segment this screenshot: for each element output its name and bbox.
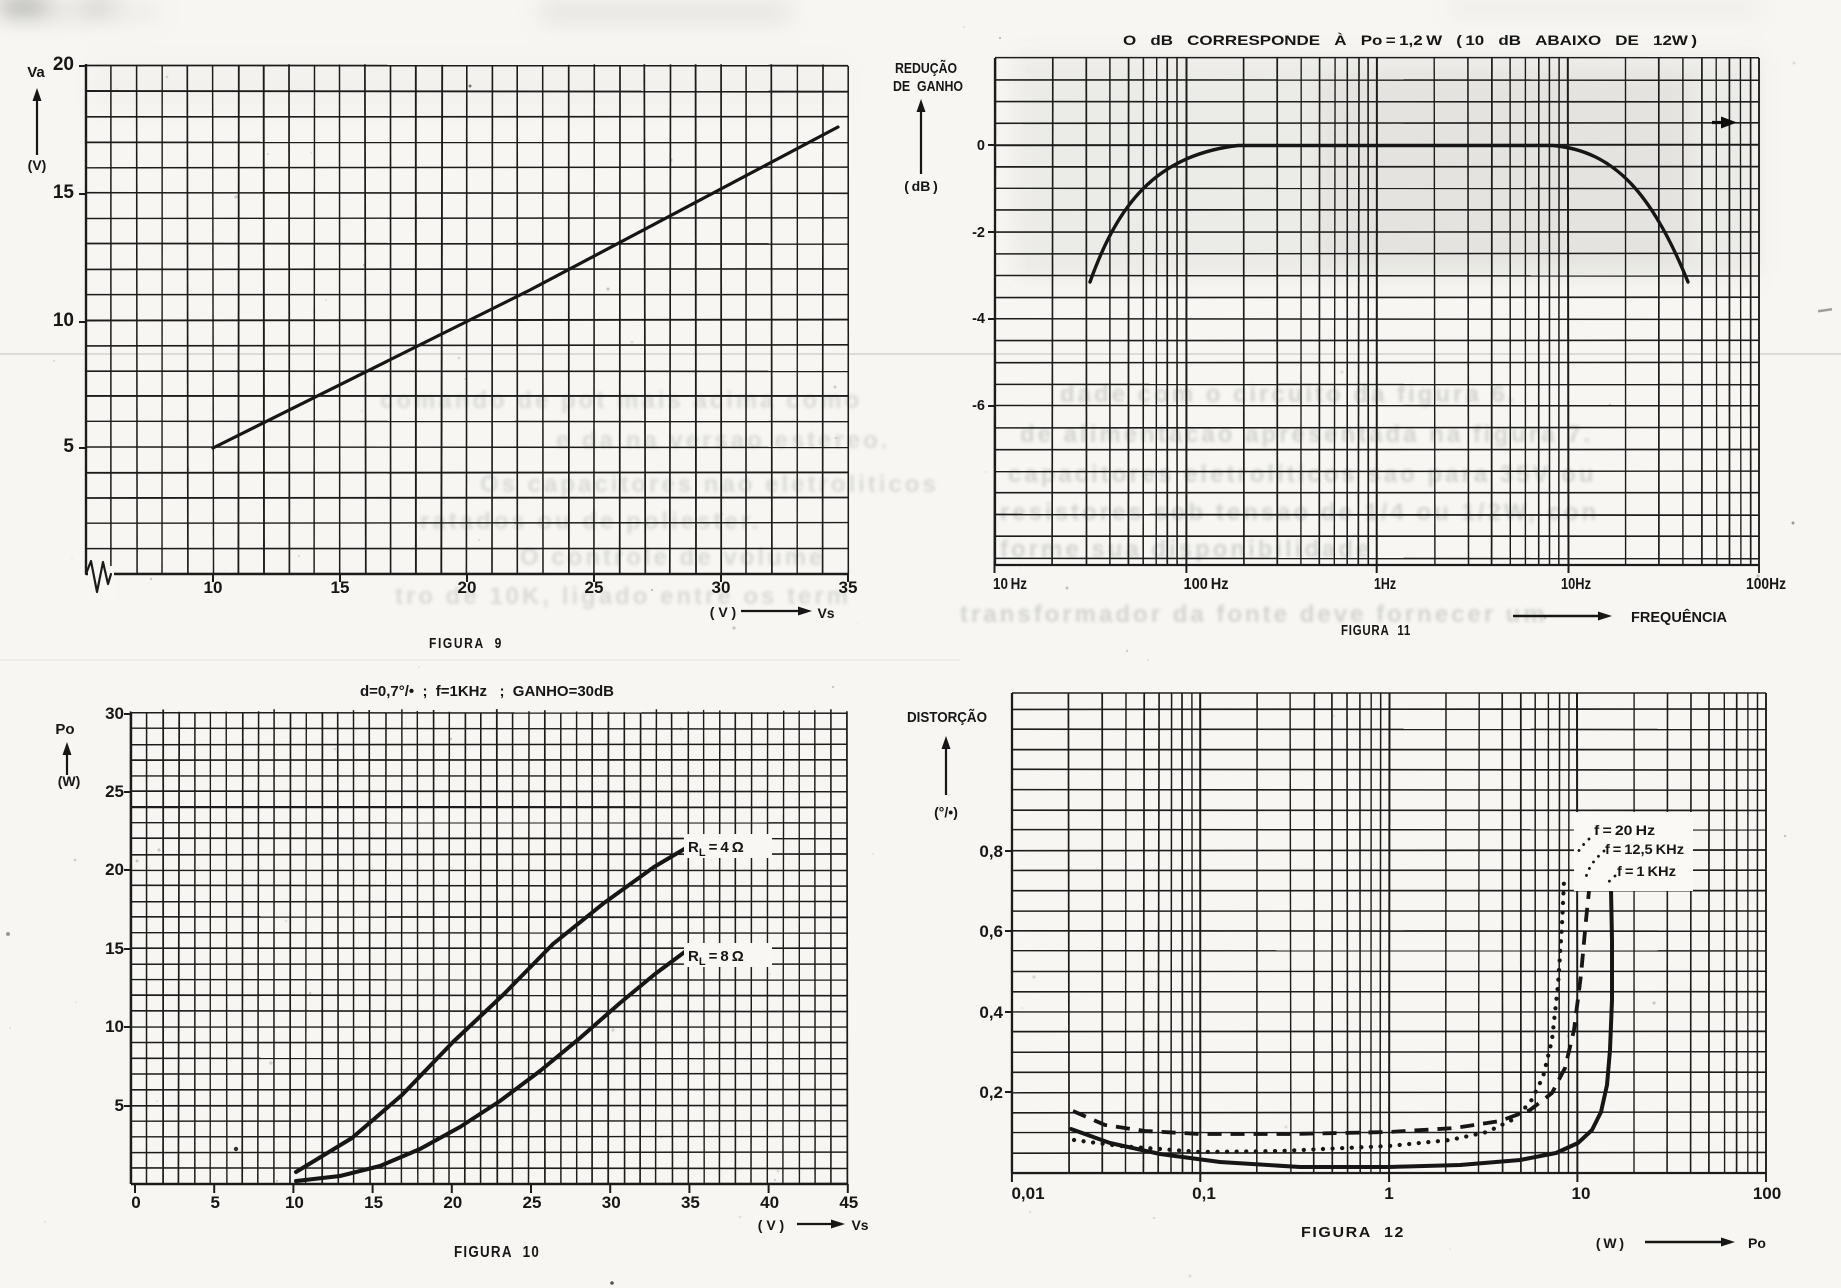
svg-text:FREQUÊNCIA: FREQUÊNCIA (1631, 608, 1727, 626)
svg-text:ratados ou de poliester.: ratados ou de poliester. (420, 508, 761, 535)
svg-text:(W): (W) (58, 773, 81, 789)
svg-text:0: 0 (977, 138, 985, 154)
svg-text:0: 0 (131, 1193, 140, 1212)
svg-text:-6: -6 (972, 398, 985, 414)
svg-text:15: 15 (53, 182, 75, 203)
svg-text:tro de 10K, ligado entre os te: tro de 10K, ligado entre os term (395, 583, 851, 610)
svg-text:FIGURA 12: FIGURA 12 (1301, 1224, 1405, 1241)
svg-text:Po: Po (1748, 1235, 1766, 1251)
svg-text:0,8: 0,8 (979, 842, 1003, 861)
svg-text:30: 30 (712, 578, 731, 597)
svg-text:15: 15 (105, 939, 124, 958)
svg-text:1Hz: 1Hz (1374, 576, 1396, 593)
svg-text:35: 35 (681, 1193, 700, 1212)
svg-text:10: 10 (53, 310, 74, 331)
svg-text:5: 5 (115, 1096, 124, 1115)
svg-text:FIGURA 11: FIGURA 11 (1341, 622, 1411, 639)
svg-text:(V): (V) (28, 157, 47, 173)
svg-text:5: 5 (63, 436, 74, 457)
svg-text:40: 40 (760, 1193, 779, 1212)
svg-text:100 Hz: 100 Hz (1184, 576, 1229, 593)
svg-text:30: 30 (602, 1193, 621, 1212)
svg-text:FIGURA 9: FIGURA 9 (429, 635, 503, 652)
svg-text:transformador da fonte deve fo: transformador da fonte deve fornecer um (960, 601, 1548, 628)
svg-text:Vs: Vs (817, 605, 834, 621)
svg-text:DISTORÇÃO: DISTORÇÃO (907, 708, 987, 726)
svg-text:-4: -4 (972, 311, 985, 327)
svg-text:10Hz: 10Hz (1561, 576, 1591, 593)
svg-text:0,1: 0,1 (1192, 1184, 1216, 1203)
svg-text:35: 35 (839, 578, 858, 597)
svg-text:10: 10 (285, 1193, 304, 1212)
svg-text:20: 20 (443, 1193, 462, 1212)
svg-text:25: 25 (523, 1193, 542, 1212)
svg-text:resistores sob tensao de 1/4 o: resistores sob tensao de 1/4 ou 1/2W, co… (1000, 499, 1599, 526)
svg-text:0,6: 0,6 (979, 922, 1003, 941)
svg-text:1: 1 (1384, 1184, 1393, 1203)
svg-text:30: 30 (105, 704, 124, 723)
svg-text:( W ): ( W ) (1596, 1235, 1624, 1251)
svg-text:( V ): ( V ) (710, 604, 736, 620)
svg-text:Va: Va (27, 64, 45, 81)
svg-text:0,4: 0,4 (979, 1003, 1003, 1022)
svg-text:100: 100 (1753, 1184, 1781, 1203)
svg-text:10: 10 (204, 578, 223, 597)
svg-text:f = 1 KHz: f = 1 KHz (1617, 863, 1676, 879)
svg-text:100Hz: 100Hz (1746, 576, 1786, 593)
svg-text:comando de pot mais acima como: comando de pot mais acima como (380, 387, 862, 414)
svg-text:REDUÇÃO: REDUÇÃO (895, 59, 957, 77)
svg-text:Vs: Vs (851, 1217, 868, 1233)
svg-text:d=0,7°/• ; f=1KHz ; GANHO: d=0,7°/• ; f=1KHz ; GANHO=30dB (360, 683, 614, 700)
svg-text:45: 45 (839, 1193, 858, 1212)
svg-text:Os capacitores nao eletrolitic: Os capacitores nao eletroliticos (480, 471, 939, 498)
svg-text:10: 10 (105, 1017, 124, 1036)
svg-text:( dB ): ( dB ) (904, 178, 938, 194)
svg-text:FIGURA 10: FIGURA 10 (454, 1244, 540, 1261)
svg-text:-2: -2 (972, 225, 985, 241)
svg-text:25: 25 (105, 782, 124, 801)
svg-text:20: 20 (105, 860, 124, 879)
svg-text:( V ): ( V ) (758, 1217, 784, 1233)
svg-text:f = 12,5 KHz: f = 12,5 KHz (1605, 841, 1684, 857)
svg-text:capacitores eletroliticos sao: capacitores eletroliticos sao para 35V o… (1008, 461, 1597, 488)
svg-text:25: 25 (585, 578, 604, 597)
svg-text:Po: Po (55, 721, 74, 738)
svg-text:10: 10 (1572, 1184, 1591, 1203)
svg-text:20: 20 (458, 578, 477, 597)
svg-text:dade com o circuito da figura: dade com o circuito da figura 6. (1060, 381, 1517, 408)
svg-text:0,2: 0,2 (979, 1083, 1003, 1102)
svg-text:10 Hz: 10 Hz (993, 576, 1027, 593)
svg-text:15: 15 (364, 1193, 383, 1212)
svg-text:O dB CORRESPONDE À Po: O dB CORRESPONDE À Po = 1,2 W ( 10 dB AB… (1123, 32, 1697, 48)
svg-text:DE GANHO: DE GANHO (893, 78, 963, 95)
svg-text:de alimentacao apresentada na: de alimentacao apresentada na figura 7. (1020, 421, 1593, 448)
svg-text:(°/•): (°/•) (934, 804, 958, 820)
svg-text:15: 15 (331, 578, 350, 597)
svg-text:5: 5 (210, 1193, 219, 1212)
svg-text:0,01: 0,01 (1011, 1184, 1044, 1203)
svg-text:20: 20 (53, 54, 74, 75)
svg-text:f = 20 Hz: f = 20 Hz (1594, 822, 1655, 838)
svg-text:e da na versao estereo.: e da na versao estereo. (556, 427, 890, 454)
